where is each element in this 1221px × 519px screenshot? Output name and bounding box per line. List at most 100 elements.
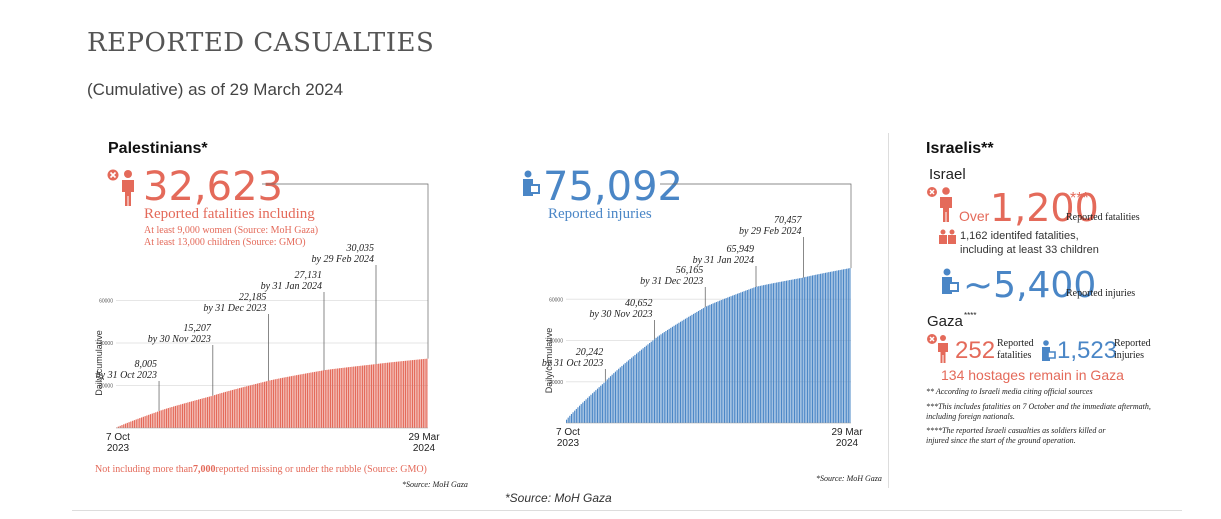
chart-bar	[354, 366, 357, 428]
chart-bar	[271, 380, 273, 428]
palestinian-fatalities-value: 32,623	[143, 164, 283, 210]
chart-bar	[706, 306, 708, 423]
chart-bar	[317, 371, 319, 428]
chart-bar	[217, 393, 219, 428]
annotation-value: 70,457	[774, 215, 803, 226]
chart-bar	[133, 420, 136, 428]
chart-bar	[205, 397, 207, 428]
chart-bar	[376, 363, 378, 428]
chart-bar	[124, 423, 127, 428]
chart-bar	[349, 366, 351, 428]
chart-bar	[194, 400, 196, 428]
chart-bar	[789, 280, 791, 423]
chart-bar	[707, 305, 709, 423]
chart-bar	[278, 378, 280, 428]
chart-bar	[740, 292, 742, 423]
chart-bar	[301, 374, 303, 428]
chart-bar	[338, 368, 341, 428]
chart-bar	[613, 373, 615, 423]
y-tick-label: 60000	[99, 299, 113, 305]
bottom-source: *Source: MoH Gaza	[505, 491, 612, 505]
women-note: At least 9,000 women (Source: MoH Gaza)	[144, 225, 319, 236]
chart-bar	[160, 410, 162, 428]
gaza-fatalities-label-2: fatalities	[997, 350, 1032, 361]
chart-bar	[771, 283, 773, 423]
chart-bar	[247, 385, 250, 428]
chart-bar	[146, 415, 148, 428]
headline-leader	[660, 183, 852, 269]
annotation-value: 65,949	[727, 244, 755, 255]
chart-bar	[139, 418, 141, 428]
chart-bar	[777, 282, 779, 423]
chart-bar	[187, 402, 189, 428]
chart-bar	[758, 286, 760, 423]
israel-fatalities-stars: ***	[1070, 190, 1089, 207]
chart-bar	[328, 369, 330, 428]
x-end-year: 2024	[413, 443, 436, 454]
chart-bar	[324, 370, 326, 428]
chart-bar	[201, 398, 203, 428]
chart-bar	[593, 391, 595, 423]
chart-bar	[603, 382, 605, 423]
chart-bar	[639, 350, 641, 423]
chart-bar	[123, 424, 125, 428]
chart-bar	[655, 337, 657, 423]
chart-bar	[228, 390, 230, 428]
chart-bar	[828, 272, 830, 423]
y-tick-label: 20000	[99, 384, 113, 390]
chart-bar	[764, 284, 766, 423]
chart-bar	[237, 388, 239, 428]
chart-bar	[746, 290, 748, 423]
chart-bar	[714, 302, 716, 423]
chart-bar	[763, 285, 765, 423]
footnote-2a: ***This includes fatalities on 7 October…	[926, 402, 1151, 411]
chart-bar	[738, 293, 740, 423]
chart-bar	[772, 283, 774, 423]
chart-bar	[836, 270, 838, 423]
chart-bar	[722, 299, 724, 423]
chart-bar	[285, 377, 287, 428]
chart-bar	[356, 366, 358, 428]
chart-bar	[244, 386, 246, 428]
chart-bar	[262, 382, 264, 428]
chart-bar	[815, 274, 817, 423]
chart-bar	[313, 371, 316, 428]
chart-bar	[362, 365, 364, 428]
chart-bar	[196, 399, 198, 428]
chart-bar	[849, 268, 851, 423]
chart-bar	[818, 274, 820, 423]
chart-bar	[322, 370, 325, 428]
chart-bar	[709, 304, 711, 423]
chart-bar	[717, 301, 719, 423]
fatalities-source: *Source: MoH Gaza	[402, 480, 468, 489]
chart-bar	[727, 297, 729, 423]
y-tick-label: 60000	[549, 297, 563, 303]
chart-bar	[776, 282, 778, 423]
chart-bar	[595, 390, 597, 423]
chart-bar	[686, 317, 688, 423]
chart-bar	[798, 278, 801, 423]
chart-bar	[580, 404, 582, 423]
chart-bar	[274, 379, 276, 428]
chart-bar	[673, 325, 675, 423]
chart-bar	[688, 316, 690, 423]
chart-bar	[208, 396, 210, 428]
chart-bar	[794, 279, 796, 423]
chart-bar	[363, 365, 366, 428]
chart-bar	[606, 379, 608, 423]
chart-bar	[733, 294, 735, 423]
chart-bar	[657, 336, 659, 423]
chart-bar	[424, 358, 426, 428]
chart-bar	[312, 372, 314, 428]
chart-bar	[149, 414, 152, 428]
chart-bar	[342, 367, 344, 428]
chart-bar	[360, 365, 362, 428]
annotation-date: by 31 Dec 2023	[203, 303, 266, 314]
chart-bar	[140, 417, 143, 428]
chart-bar	[816, 274, 818, 423]
chart-bar	[782, 281, 784, 423]
chart-bar	[779, 281, 781, 423]
chart-bar	[294, 375, 296, 428]
